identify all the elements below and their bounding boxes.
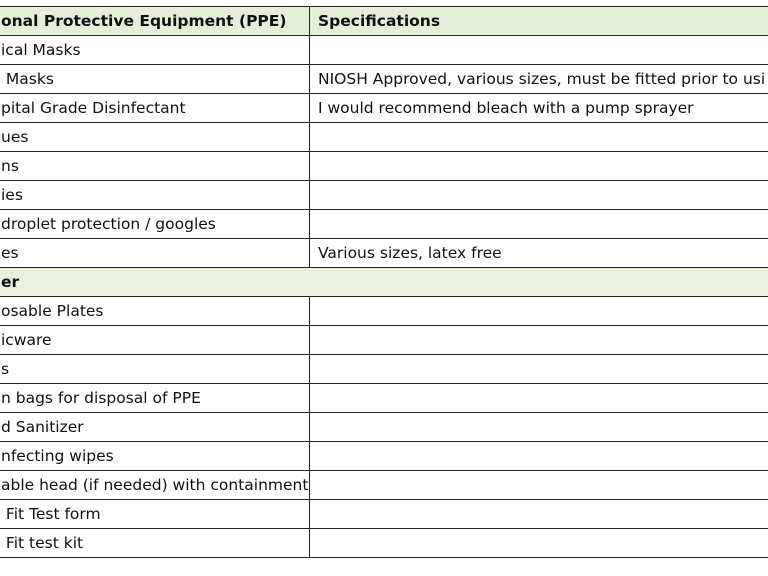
spec-cell[interactable] xyxy=(309,528,768,558)
section-header-row: er xyxy=(0,267,768,297)
table-row: nfecting wipes xyxy=(0,441,768,471)
spec-cell[interactable] xyxy=(309,383,768,413)
table-row: Fit Test form xyxy=(0,499,768,529)
item-cell[interactable]: ues xyxy=(0,122,310,152)
spec-cell[interactable] xyxy=(309,209,768,239)
table-row: ies xyxy=(0,180,768,210)
spec-cell[interactable] xyxy=(309,325,768,355)
table-row: pital Grade Disinfectant I would recommen… xyxy=(0,93,768,123)
spec-cell[interactable] xyxy=(309,441,768,471)
spec-cell[interactable]: Various sizes, latex free xyxy=(309,238,768,268)
item-cell[interactable]: able head (if needed) with containment xyxy=(0,470,310,500)
table-row: able head (if needed) with containment xyxy=(0,470,768,500)
item-cell[interactable]: osable Plates xyxy=(0,296,310,326)
item-cell[interactable]: Fit test kit xyxy=(0,528,310,558)
item-cell[interactable]: Fit Test form xyxy=(0,499,310,529)
table-row: s xyxy=(0,354,768,384)
table-row: droplet protection / googles xyxy=(0,209,768,239)
table-row: osable Plates xyxy=(0,296,768,326)
spec-cell[interactable] xyxy=(309,122,768,152)
item-cell[interactable]: ical Masks xyxy=(0,35,310,65)
spec-cell[interactable] xyxy=(309,296,768,326)
header-ppe: onal Protective Equipment (PPE) xyxy=(0,6,310,36)
table-row: Fit test kit xyxy=(0,528,768,558)
item-cell[interactable]: ies xyxy=(0,180,310,210)
table-row: ns xyxy=(0,151,768,181)
item-cell[interactable]: droplet protection / googles xyxy=(0,209,310,239)
spec-cell[interactable] xyxy=(309,151,768,181)
item-cell[interactable]: pital Grade Disinfectant xyxy=(0,93,310,123)
section-title: er xyxy=(0,267,768,297)
item-cell[interactable]: Masks xyxy=(0,64,310,94)
table-row: es Various sizes, latex free xyxy=(0,238,768,268)
spec-cell[interactable] xyxy=(309,499,768,529)
table-row: n bags for disposal of PPE xyxy=(0,383,768,413)
table-row: ues xyxy=(0,122,768,152)
ppe-table: onal Protective Equipment (PPE) Specific… xyxy=(0,6,768,558)
spec-cell[interactable] xyxy=(309,35,768,65)
item-cell[interactable]: ns xyxy=(0,151,310,181)
spec-cell[interactable] xyxy=(309,180,768,210)
item-cell[interactable]: es xyxy=(0,238,310,268)
item-cell[interactable]: n bags for disposal of PPE xyxy=(0,383,310,413)
item-cell[interactable]: nfecting wipes xyxy=(0,441,310,471)
spec-cell[interactable]: NIOSH Approved, various sizes, must be f… xyxy=(309,64,768,94)
item-cell[interactable]: d Sanitizer xyxy=(0,412,310,442)
item-cell[interactable]: s xyxy=(0,354,310,384)
item-cell[interactable]: icware xyxy=(0,325,310,355)
spec-cell[interactable] xyxy=(309,470,768,500)
header-specifications: Specifications xyxy=(309,6,768,36)
table-header-row: onal Protective Equipment (PPE) Specific… xyxy=(0,6,768,36)
spec-cell[interactable]: I would recommend bleach with a pump spr… xyxy=(309,93,768,123)
spec-cell[interactable] xyxy=(309,412,768,442)
table-row: Masks NIOSH Approved, various sizes, must… xyxy=(0,64,768,94)
table-row: d Sanitizer xyxy=(0,412,768,442)
spec-cell[interactable] xyxy=(309,354,768,384)
table-row: icware xyxy=(0,325,768,355)
table-row: ical Masks xyxy=(0,35,768,65)
